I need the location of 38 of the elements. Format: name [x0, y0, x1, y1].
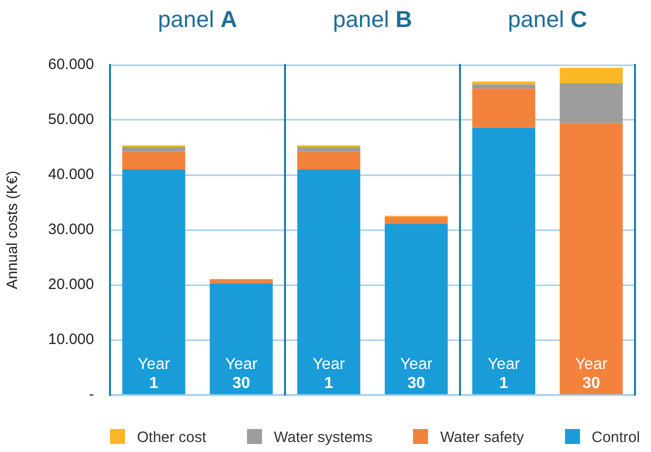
bar: [560, 83, 623, 124]
legend-label: Control: [590, 429, 640, 446]
x-tick-label: Year 30: [575, 356, 608, 392]
bar: [122, 152, 186, 170]
bar: [297, 152, 360, 170]
x-tick-label: Year 30: [225, 356, 258, 392]
y-tick-label: 20.000: [48, 276, 94, 294]
bar: [472, 128, 536, 394]
bar: [560, 68, 623, 84]
text: panel A: [158, 6, 238, 33]
bar: [560, 123, 623, 394]
bar: [472, 88, 536, 128]
bar: [122, 170, 186, 394]
bar: [297, 146, 360, 152]
bar: [297, 170, 360, 394]
legend-label: Water safety: [439, 429, 524, 446]
bar: [210, 283, 273, 394]
text: panel B: [332, 6, 412, 33]
y-tick-label: 40.000: [48, 166, 94, 184]
legend-label: Other cost: [136, 429, 206, 446]
bar: [472, 82, 536, 84]
bar: [122, 146, 186, 152]
bar: [384, 224, 448, 394]
text: panel C: [508, 6, 588, 33]
y-tick-label: 30.000: [48, 221, 94, 238]
x-tick-label: Year 1: [138, 356, 171, 392]
y-tick-label: 50.000: [48, 111, 94, 128]
y-tick-label: -: [89, 386, 94, 404]
x-tick-label: Year 1: [488, 356, 521, 392]
bar: [384, 216, 448, 224]
y-axis-title: Annual costs (K€): [4, 170, 22, 290]
bar: [472, 84, 536, 89]
legend-label: Water systems: [272, 429, 373, 446]
x-tick-label: Year 1: [312, 356, 346, 392]
y-tick-label: 10.000: [48, 331, 94, 348]
bar: [210, 280, 273, 284]
x-tick-label: Year 30: [400, 356, 434, 392]
y-tick-label: 60.000: [48, 56, 94, 74]
